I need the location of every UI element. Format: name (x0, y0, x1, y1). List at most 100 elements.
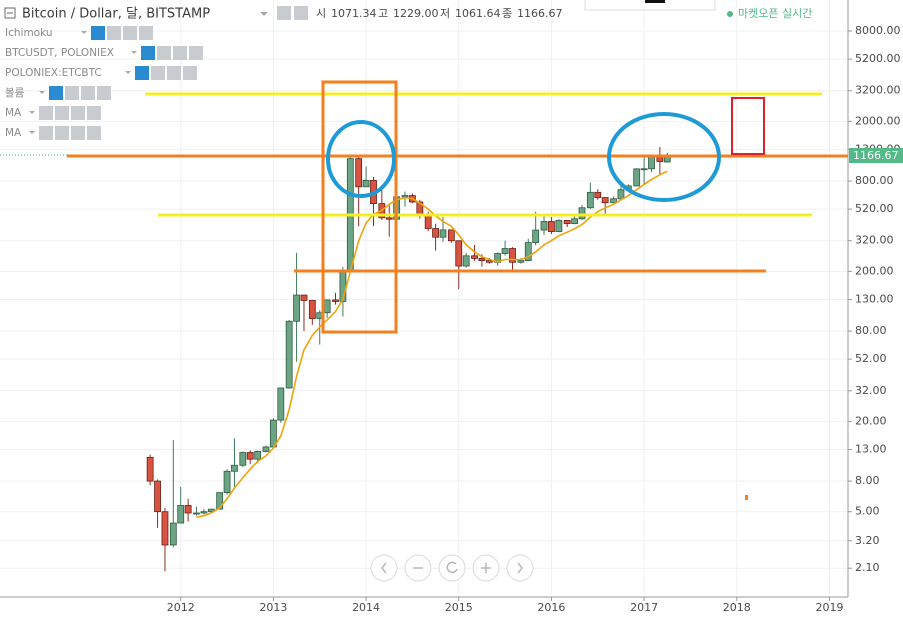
candle-body (563, 220, 571, 225)
indicator-button[interactable] (151, 66, 165, 80)
indicator-button[interactable] (71, 106, 85, 120)
rectangle (321, 80, 398, 334)
indicator-button[interactable] (173, 46, 187, 60)
indicator-button[interactable] (107, 26, 121, 40)
indicator-button[interactable] (183, 66, 197, 80)
indicator-button[interactable] (139, 26, 153, 40)
icon-button[interactable] (277, 6, 291, 20)
candle-body (640, 168, 648, 171)
ellipse (607, 112, 721, 202)
candle-body (216, 492, 224, 510)
collapse-icon[interactable] (4, 7, 16, 19)
indicator-button[interactable] (167, 66, 181, 80)
axis-labels: 2.10 3.20 5.00 8.00 13.00 20.00 32.00 52.00 80.0… (167, 24, 901, 614)
last-price-box (849, 148, 903, 163)
indicator-label: Ichimoku (5, 27, 53, 39)
dropdown[interactable] (260, 12, 268, 16)
candle-body (401, 195, 409, 198)
indicator-button[interactable] (49, 86, 63, 100)
candle-body (223, 470, 231, 494)
dropdown[interactable] (131, 51, 137, 54)
candle-body (524, 242, 532, 261)
candle-body (293, 294, 300, 322)
candle-body (239, 452, 247, 466)
indicator-button[interactable] (87, 126, 101, 140)
indicator-button[interactable] (55, 126, 69, 140)
candle-body (548, 221, 555, 233)
candle-body (471, 255, 478, 259)
dropdown[interactable] (39, 91, 45, 94)
candle-body (509, 248, 516, 263)
candle-body (269, 419, 277, 448)
candle-body (586, 191, 594, 209)
scroll-left-button[interactable] (370, 554, 398, 582)
indicator-button[interactable] (39, 126, 53, 140)
readout-value: 1071.34 (331, 7, 377, 20)
y-tick-label: 3.20 (855, 534, 880, 547)
x-tick-label: 2017 (630, 601, 658, 614)
y-tick-label: 2.10 (855, 561, 880, 574)
candle-body (193, 512, 200, 515)
indicator-button[interactable] (123, 26, 137, 40)
candle-body (532, 229, 540, 243)
candle-body (540, 221, 548, 231)
candle-body (571, 218, 579, 225)
candle-body (285, 320, 293, 389)
candle-body (385, 217, 393, 220)
indicator-button[interactable] (87, 106, 101, 120)
candle-body (501, 248, 509, 254)
dropdown[interactable] (29, 111, 35, 114)
header: Bitcoin / Dollar, 달, BITSTAMP 시 1071.34 고 1… (4, 0, 812, 22)
dropdown[interactable] (29, 131, 35, 134)
x-tick-label: 2013 (259, 601, 287, 614)
candle-body (323, 299, 331, 314)
last-price-label: 1166.67 (853, 149, 899, 162)
candle-body (439, 229, 447, 238)
marker (745, 495, 748, 500)
y-tick-label: 32.00 (855, 384, 887, 397)
indicator-label: 볼륨 (5, 87, 25, 99)
y-tick-label: 13.00 (855, 442, 887, 455)
readout-value: 1166.67 (517, 7, 563, 20)
indicator-button[interactable] (81, 86, 95, 100)
candle-body (485, 260, 493, 263)
candle-body (332, 299, 339, 302)
x-tick-label: 2019 (815, 601, 843, 614)
readout-label: 시 (316, 7, 326, 20)
y-tick-label: 52.00 (855, 352, 887, 365)
indicator-button[interactable] (141, 46, 155, 60)
candle-body (184, 505, 192, 514)
reset-button[interactable] (438, 554, 466, 582)
indicator-button[interactable] (97, 86, 111, 100)
indicator-label: MA (5, 127, 22, 139)
drawings (0, 80, 848, 500)
last-price: 1166.67 (849, 148, 903, 163)
indicator-button[interactable] (55, 106, 69, 120)
indicator-button[interactable] (39, 106, 53, 120)
indicator-button[interactable] (189, 46, 203, 60)
y-tick-label: 80.00 (855, 324, 887, 337)
candle-body (432, 228, 439, 238)
indicator-button[interactable] (71, 126, 85, 140)
icon-button[interactable] (294, 6, 308, 20)
indicator-label: MA (5, 107, 22, 119)
indicator-label: BTCUSDT, POLONIEX (5, 47, 114, 59)
candle-body (610, 198, 617, 204)
scroll-right-button[interactable] (506, 554, 534, 582)
candle-body (447, 229, 455, 242)
dropdown[interactable] (81, 31, 87, 34)
indicator-button[interactable] (65, 86, 79, 100)
y-tick-label: 5.00 (855, 505, 880, 518)
y-tick-label: 320.00 (855, 234, 894, 247)
indicator-button[interactable] (157, 46, 171, 60)
indicator-button[interactable] (135, 66, 149, 80)
y-tick-label: 130.00 (855, 292, 894, 305)
indicator-button[interactable] (91, 26, 105, 40)
candle-body (200, 511, 208, 514)
y-tick-label: 8.00 (855, 474, 880, 487)
candle-body (300, 294, 308, 301)
y-tick-label: 200.00 (855, 264, 894, 277)
candle-body (517, 260, 525, 263)
dropdown[interactable] (125, 71, 131, 74)
